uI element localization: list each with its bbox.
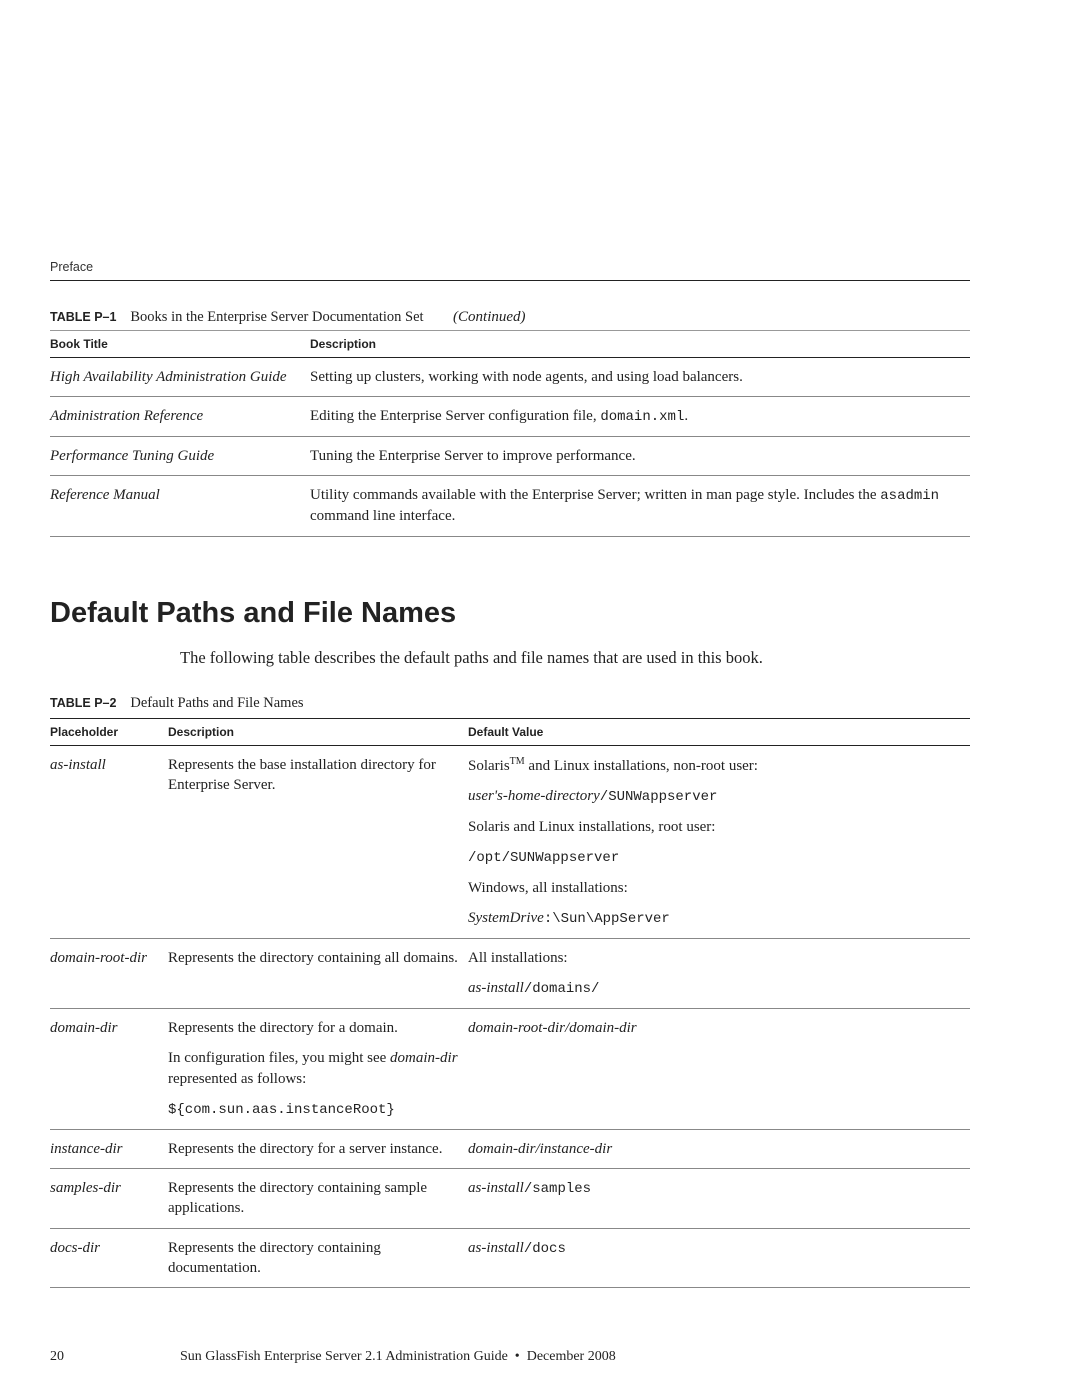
italic-text: user's-home-directory xyxy=(468,788,600,804)
placeholder-cell: docs-dir xyxy=(50,1228,168,1288)
running-header: Preface xyxy=(50,260,970,281)
description-cell: Represents the directory containing samp… xyxy=(168,1169,468,1229)
table-row: domain-dir Represents the directory for … xyxy=(50,1009,970,1130)
text: and Linux installations, non-root user: xyxy=(525,758,758,774)
book-desc-cell: Tuning the Enterprise Server to improve … xyxy=(310,437,970,476)
table1-caption-continued: (Continued) xyxy=(453,309,526,325)
book-desc-cell: Utility commands available with the Ente… xyxy=(310,476,970,536)
book-desc-cell: Setting up clusters, working with node a… xyxy=(310,358,970,397)
book-title-cell: Reference Manual xyxy=(50,476,310,536)
text: Editing the Enterprise Server configurat… xyxy=(310,408,600,424)
table1-caption-label: TABLE P–1 xyxy=(50,310,116,324)
table-default-paths: Placeholder Description Default Value as… xyxy=(50,718,970,1288)
description-cell: Represents the directory for a domain. I… xyxy=(168,1009,468,1130)
table1-caption-title: Books in the Enterprise Server Documenta… xyxy=(130,309,423,325)
table1-col-booktitle: Book Title xyxy=(50,331,310,358)
placeholder-cell: domain-root-dir xyxy=(50,939,168,1009)
default-value-cell: domain-root-dir/domain-dir xyxy=(468,1009,970,1130)
table-row: domain-root-dir Represents the directory… xyxy=(50,939,970,1009)
code-text: /docs xyxy=(524,1241,566,1257)
code-text: :\Sun\AppServer xyxy=(544,911,670,927)
description-cell: Represents the directory containing docu… xyxy=(168,1228,468,1288)
section-heading: Default Paths and File Names xyxy=(50,597,970,630)
trademark: TM xyxy=(510,756,525,767)
table2-col-placeholder: Placeholder xyxy=(50,718,168,745)
text: All installations: xyxy=(468,948,960,968)
italic-text: domain-root-dir xyxy=(468,1020,565,1036)
table-row: as-install Represents the base installat… xyxy=(50,745,970,938)
text: In configuration files, you might see xyxy=(168,1050,390,1066)
default-value-cell: as-install/docs xyxy=(468,1228,970,1288)
table-row: Reference Manual Utility commands availa… xyxy=(50,476,970,536)
text: Solaris xyxy=(468,758,510,774)
italic-text: domain-dir xyxy=(569,1020,637,1036)
page-number: 20 xyxy=(50,1349,64,1365)
default-value-cell: All installations: as-install/domains/ xyxy=(468,939,970,1009)
italic-text: domain-dir xyxy=(390,1050,458,1066)
table2-caption: TABLE P–2 Default Paths and File Names xyxy=(50,695,970,712)
placeholder-cell: domain-dir xyxy=(50,1009,168,1130)
default-value-cell: domain-dir/instance-dir xyxy=(468,1129,970,1168)
table-row: instance-dir Represents the directory fo… xyxy=(50,1129,970,1168)
table-row: Administration Reference Editing the Ent… xyxy=(50,397,970,437)
text: Utility commands available with the Ente… xyxy=(310,487,880,503)
section-intro: The following table describes the defaul… xyxy=(180,646,970,669)
text: Represents the directory for a domain. xyxy=(168,1018,458,1038)
description-cell: Represents the base installation directo… xyxy=(168,745,468,938)
placeholder-cell: samples-dir xyxy=(50,1169,168,1229)
book-desc-cell: Editing the Enterprise Server configurat… xyxy=(310,397,970,437)
code-text: /samples xyxy=(524,1181,591,1197)
default-value-cell: as-install/samples xyxy=(468,1169,970,1229)
text: Windows, all installations: xyxy=(468,878,960,898)
placeholder-cell: instance-dir xyxy=(50,1129,168,1168)
code-text: domain.xml xyxy=(600,409,684,425)
default-value-cell: SolarisTM and Linux installations, non-r… xyxy=(468,745,970,938)
code-text: /SUNWappserver xyxy=(600,789,718,805)
code-text: ${com.sun.aas.instanceRoot} xyxy=(168,1102,395,1118)
italic-text: domain-dir xyxy=(468,1141,536,1157)
code-text: /opt/SUNWappserver xyxy=(468,850,619,866)
table2-caption-title: Default Paths and File Names xyxy=(130,695,303,711)
table2-col-description: Description xyxy=(168,718,468,745)
italic-text: instance-dir xyxy=(540,1141,613,1157)
code-text: asadmin xyxy=(880,488,939,504)
description-cell: Represents the directory for a server in… xyxy=(168,1129,468,1168)
table-row: docs-dir Represents the directory contai… xyxy=(50,1228,970,1288)
book-title-cell: Administration Reference xyxy=(50,397,310,437)
book-title-cell: High Availability Administration Guide xyxy=(50,358,310,397)
table1-caption: TABLE P–1 Books in the Enterprise Server… xyxy=(50,309,970,331)
italic-text: as-install xyxy=(468,1240,524,1256)
italic-text: SystemDrive xyxy=(468,910,544,926)
table2-col-default-value: Default Value xyxy=(468,718,970,745)
page-footer: 20 Sun GlassFish Enterprise Server 2.1 A… xyxy=(50,1349,970,1365)
text: command line interface. xyxy=(310,508,455,524)
book-title-cell: Performance Tuning Guide xyxy=(50,437,310,476)
table-row: Performance Tuning Guide Tuning the Ente… xyxy=(50,437,970,476)
italic-text: as-install xyxy=(468,980,524,996)
text: Solaris and Linux installations, root us… xyxy=(468,817,960,837)
text: represented as follows: xyxy=(168,1071,306,1087)
table1-col-description: Description xyxy=(310,331,970,358)
footer-text: Sun GlassFish Enterprise Server 2.1 Admi… xyxy=(180,1349,970,1365)
description-cell: Represents the directory containing all … xyxy=(168,939,468,1009)
table2-caption-label: TABLE P–2 xyxy=(50,696,116,710)
italic-text: as-install xyxy=(468,1180,524,1196)
text: . xyxy=(684,408,688,424)
table-row: High Availability Administration Guide S… xyxy=(50,358,970,397)
code-text: /domains/ xyxy=(524,981,600,997)
table-documentation-set: Book Title Description High Availability… xyxy=(50,331,970,537)
table-row: samples-dir Represents the directory con… xyxy=(50,1169,970,1229)
placeholder-cell: as-install xyxy=(50,745,168,938)
